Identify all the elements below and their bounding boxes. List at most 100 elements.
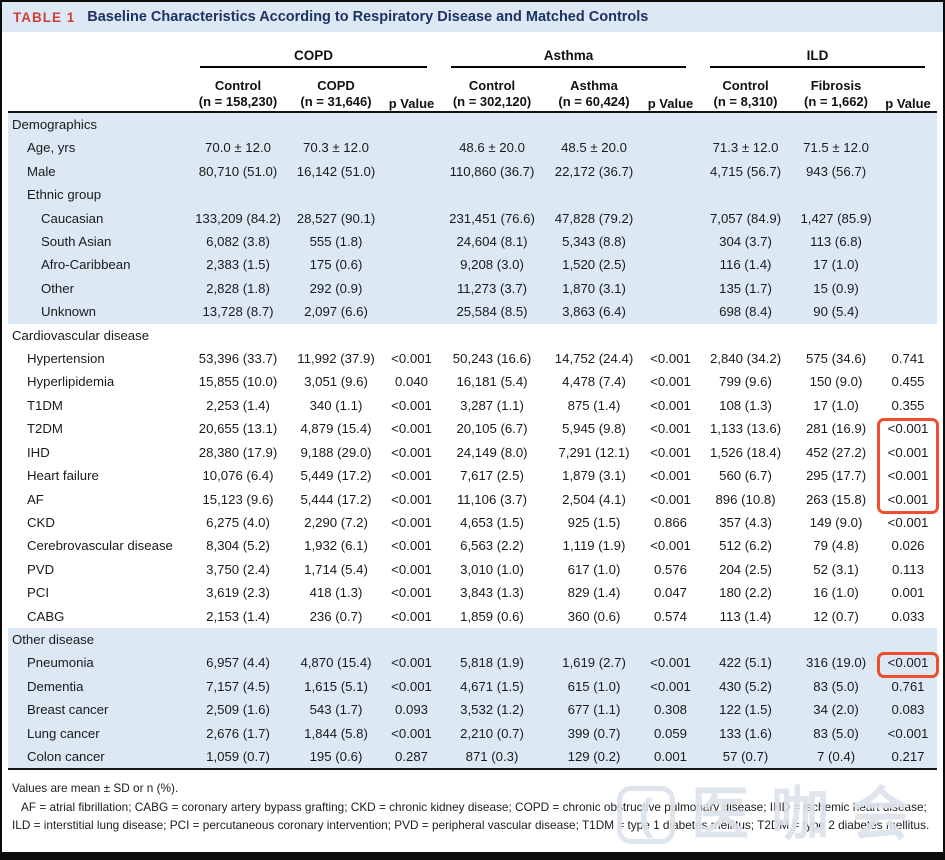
cell: 340 (1.1) — [309, 397, 363, 413]
cell: 14,752 (24.4) — [554, 351, 634, 367]
cell: 292 (0.9) — [288, 276, 384, 301]
row-label: Dementia — [8, 674, 188, 699]
col-ild-control: Control (n = 8,310) — [698, 68, 794, 113]
cell: <0.001 — [887, 468, 929, 484]
cell: 304 (3.7) — [698, 230, 794, 254]
cell: 1,059 (0.7) — [188, 744, 288, 769]
cell: 3,619 (2.3) — [206, 585, 270, 601]
cell: 48.5 ± 20.0 — [545, 136, 644, 160]
cell: 7,291 (12.1) — [558, 444, 630, 460]
cell: 4,715 (56.7) — [698, 159, 794, 184]
footnotes: Values are mean ± SD or n (%). AF = atri… — [2, 770, 943, 833]
cell: 399 (0.7) — [545, 721, 644, 745]
cell: 122 (1.5) — [698, 698, 794, 722]
cell: 0.083 — [879, 698, 938, 722]
cell: 11,992 (37.9) — [297, 351, 375, 367]
group-header-ild: ILD — [698, 40, 937, 68]
cell: 4,653 (1.5) — [460, 514, 524, 530]
cell: <0.001 — [887, 514, 929, 530]
cell: 0.308 — [643, 698, 699, 722]
table-row: Heart failure 10,076 (6.4) 5,449 (17.2) <0.… — [8, 464, 937, 487]
cell: 799 (9.6) — [719, 374, 772, 390]
cell: 16 (1.0) — [813, 585, 859, 601]
table-title-bar: TABLE 1 Baseline Characteristics Accordi… — [2, 2, 943, 32]
col-copd-copd: COPD (n = 31,646) — [288, 68, 384, 113]
cell: <0.001 — [879, 651, 938, 675]
cell: 575 (34.6) — [805, 351, 867, 367]
cell: 896 (10.8) — [715, 491, 776, 507]
cell: 4,879 (15.4) — [300, 421, 372, 437]
cell — [384, 253, 440, 277]
col-ild-pvalue: p Value — [879, 68, 938, 113]
table-row: Male 80,710 (51.0) 16,142 (51.0) 110,860 (3… — [8, 159, 938, 184]
row-label: Age, yrs — [8, 136, 188, 160]
footnote-divider — [8, 768, 937, 771]
table-row: Hyperlipidemia 15,855 (10.0) 3,051 (9.6) 0.… — [8, 370, 937, 393]
cell: 13,728 (8.7) — [188, 300, 288, 324]
row-label: CKD — [27, 514, 55, 530]
cell: 3,750 (2.4) — [206, 561, 270, 577]
cell — [384, 276, 440, 301]
cell: 2,840 (34.2) — [709, 351, 782, 367]
row-label: PCI — [27, 585, 49, 601]
cell: 2,210 (0.7) — [439, 721, 546, 745]
table-row: Age, yrs 70.0 ± 12.0 70.3 ± 12.0 48.6 ± 20.… — [8, 136, 938, 160]
cell: <0.001 — [391, 491, 432, 507]
cell — [879, 206, 938, 231]
cell — [879, 230, 938, 254]
cell: <0.001 — [384, 721, 440, 745]
cell: 1,615 (5.1) — [288, 674, 384, 699]
cell: 7,617 (2.5) — [460, 468, 524, 484]
cell: <0.001 — [650, 397, 691, 413]
row-label: Lung cancer — [8, 721, 188, 745]
table-row: Lung cancer 2,676 (1.7) 1,844 (5.8) <0.001 2… — [8, 721, 938, 745]
cell: <0.001 — [887, 421, 929, 437]
col-copd-pvalue: p Value — [384, 68, 440, 113]
cell: 1,520 (2.5) — [545, 253, 644, 277]
cell: 11,106 (3.7) — [456, 491, 528, 507]
cell: 5,945 (9.8) — [562, 421, 626, 437]
cell: 7,057 (84.9) — [698, 206, 794, 231]
cell: 0.047 — [654, 585, 688, 601]
table-row: AF 15,123 (9.6) 5,444 (17.2) <0.001 11,106 (… — [8, 488, 937, 511]
cell: 5,449 (17.2) — [300, 468, 372, 484]
cell — [643, 136, 699, 160]
cell: 3,863 (6.4) — [545, 300, 644, 324]
cell: 3,287 (1.1) — [460, 397, 524, 413]
cell: 430 (5.2) — [698, 674, 794, 699]
cell: 80,710 (51.0) — [188, 159, 288, 184]
cell: 0.001 — [891, 585, 925, 601]
cell: 615 (1.0) — [545, 674, 644, 699]
row-label: IHD — [27, 444, 50, 460]
row-label: Cerebrovascular disease — [27, 538, 173, 554]
cell: <0.001 — [391, 351, 432, 367]
cell: <0.001 — [650, 491, 691, 507]
cell: <0.001 — [879, 721, 938, 745]
table-row: T1DM 2,253 (1.4) 340 (1.1) <0.001 3,287 (1.1… — [8, 394, 937, 417]
group-header-asthma: Asthma — [439, 40, 698, 68]
cell: 871 (0.3) — [439, 744, 546, 769]
cell: <0.001 — [391, 397, 432, 413]
cell: <0.001 — [391, 538, 432, 554]
cell: 113 (6.8) — [793, 230, 880, 254]
cell: 1,119 (1.9) — [562, 538, 626, 554]
cell — [643, 206, 699, 231]
cell: 50,243 (16.6) — [452, 351, 532, 367]
cell: 617 (1.0) — [567, 561, 621, 577]
cell: 0.576 — [654, 561, 688, 577]
row-label: T1DM — [27, 397, 63, 413]
cell: 0.040 — [395, 374, 429, 390]
cell: 116 (1.4) — [698, 253, 794, 277]
table-body: Demographics Age, yrs 70.0 ± 12.0 70.3 ± 12… — [8, 112, 938, 769]
cell: <0.001 — [650, 444, 691, 460]
cell: 1,879 (3.1) — [562, 468, 626, 484]
cell: 24,604 (8.1) — [439, 230, 546, 254]
cell: 108 (1.3) — [719, 397, 772, 413]
cell: 5,343 (8.8) — [545, 230, 644, 254]
cell: 357 (4.3) — [719, 514, 772, 530]
cell: 10,076 (6.4) — [202, 468, 274, 484]
baseline-characteristics-table: COPD Asthma ILD Control (n = 158,230) COP… — [8, 40, 938, 769]
cell: 2,676 (1.7) — [188, 721, 288, 745]
cell: 2,097 (6.6) — [288, 300, 384, 324]
cell: 875 (1.4) — [567, 397, 621, 413]
